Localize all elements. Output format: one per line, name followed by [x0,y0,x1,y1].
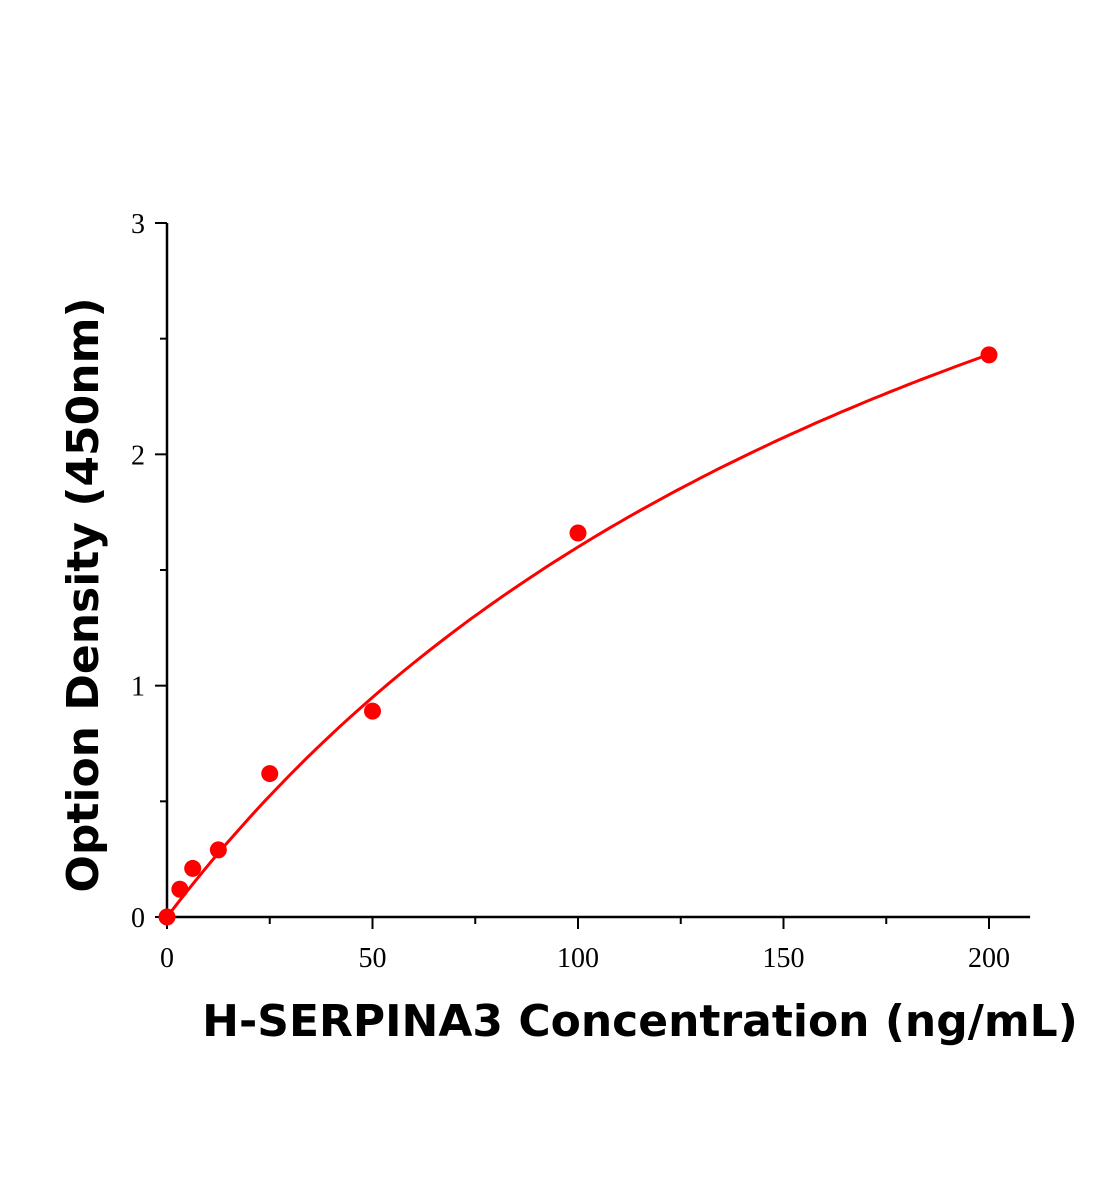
data-point [261,765,279,783]
y-tick-labels: 0 1 2 3 [131,209,145,934]
x-tick-label: 150 [763,943,805,974]
y-tick-label: 2 [131,440,145,471]
data-point [980,346,998,364]
x-tick-label: 100 [557,943,599,974]
fit-curve [165,353,990,918]
y-tick-label: 0 [131,903,145,934]
data-points [158,346,998,926]
data-point [184,859,202,877]
data-point [171,880,189,898]
axes [155,222,1031,929]
x-tick-label: 200 [968,943,1010,974]
y-axis-title: Option Density (450nm) [58,297,109,892]
y-tick-label: 3 [131,209,145,240]
data-point [569,524,587,542]
x-tick-label: 0 [160,943,174,974]
data-point [209,841,227,859]
data-point [364,702,381,720]
x-tick-labels: 0 50 100 150 200 [160,943,1010,974]
data-point [158,908,176,926]
x-axis-title: H-SERPINA3 Concentration (ng/mL) [202,996,1078,1047]
x-tick-label: 50 [359,943,387,974]
y-tick-label: 1 [131,672,145,703]
